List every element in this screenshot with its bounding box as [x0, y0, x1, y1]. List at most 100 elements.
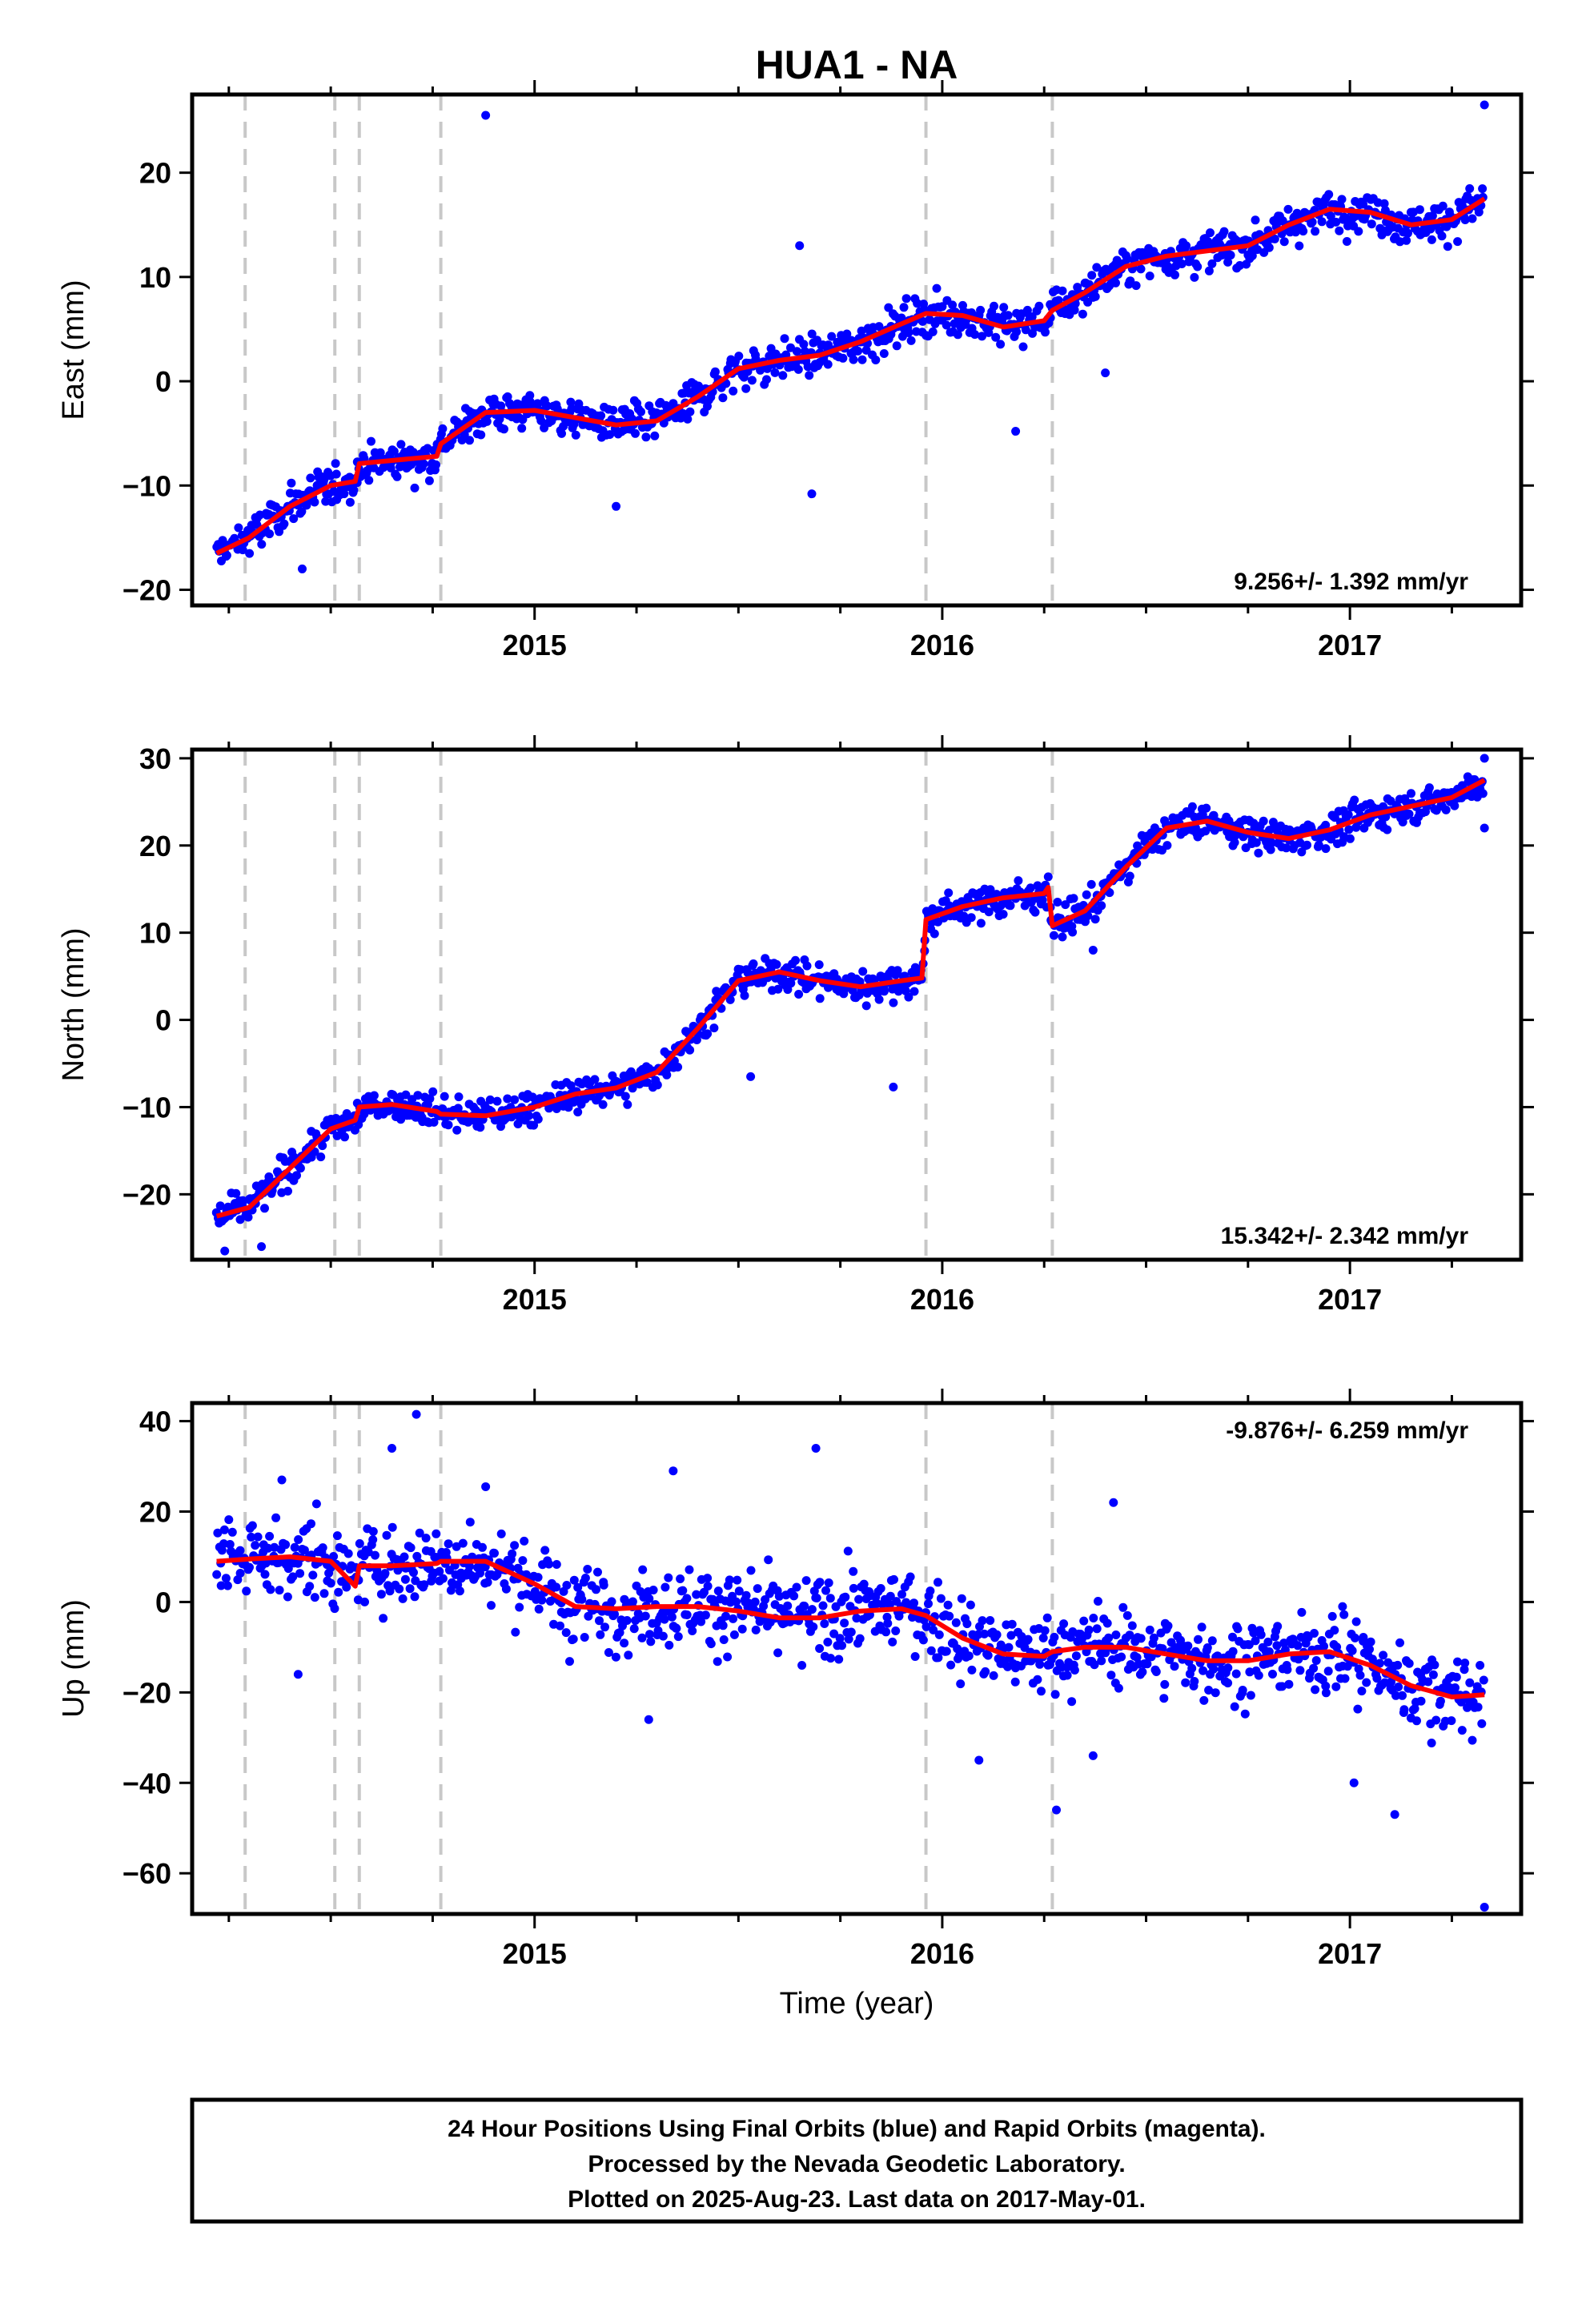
up-point — [718, 1621, 728, 1630]
up-point — [592, 1585, 600, 1594]
east-point — [1215, 239, 1224, 249]
north-point — [794, 990, 804, 999]
east-point — [799, 340, 809, 349]
north-point — [1049, 931, 1058, 940]
up-point — [1460, 1659, 1470, 1668]
north-y-tick-label: 10 — [139, 917, 171, 950]
up-point — [883, 1618, 893, 1628]
up-point — [458, 1538, 468, 1548]
east-point — [218, 536, 227, 545]
up-point — [1228, 1632, 1237, 1642]
up-point — [216, 1581, 226, 1590]
east-point — [465, 436, 474, 445]
east-point — [842, 329, 852, 339]
up-point — [1353, 1704, 1363, 1714]
east-point — [1223, 257, 1233, 267]
up-point — [565, 1657, 574, 1667]
north-point — [1259, 816, 1268, 826]
up-outlier-point — [811, 1443, 821, 1453]
up-point — [600, 1622, 609, 1632]
up-point — [438, 1574, 448, 1583]
east-y-tick-label: 0 — [155, 365, 171, 398]
up-point — [885, 1591, 895, 1601]
up-outlier-point — [481, 1482, 491, 1491]
up-point — [534, 1604, 544, 1614]
up-point — [729, 1630, 739, 1639]
east-point — [482, 416, 492, 426]
east-point — [710, 367, 720, 376]
up-point — [983, 1651, 993, 1660]
up-point — [881, 1627, 891, 1637]
east-point — [438, 424, 448, 433]
north-point — [492, 1096, 502, 1106]
up-point — [733, 1575, 742, 1585]
up-point — [646, 1637, 656, 1647]
east-point — [1207, 259, 1217, 268]
up-point — [1340, 1674, 1350, 1683]
up-point — [812, 1594, 821, 1602]
up-point — [1084, 1625, 1094, 1634]
up-point — [934, 1653, 943, 1663]
up-point — [753, 1584, 762, 1594]
north-frame — [190, 747, 1524, 1262]
up-point — [1351, 1617, 1361, 1626]
north-point — [1014, 876, 1023, 886]
up-point — [962, 1619, 972, 1629]
up-point — [761, 1595, 770, 1604]
east-outlier-point — [481, 111, 491, 120]
up-point — [1394, 1683, 1403, 1691]
up-point — [703, 1582, 713, 1591]
east-point — [1442, 222, 1452, 231]
north-point — [340, 1132, 349, 1142]
north-point — [260, 1204, 269, 1213]
up-point — [247, 1521, 257, 1530]
north-point — [452, 1125, 462, 1135]
up-point — [905, 1572, 915, 1582]
up-point — [263, 1543, 273, 1553]
up-point — [221, 1574, 231, 1583]
east-point — [1251, 215, 1260, 225]
east-point — [1126, 276, 1135, 286]
east-point — [1122, 254, 1132, 263]
up-point — [1372, 1674, 1382, 1683]
up-point — [465, 1562, 474, 1571]
north-point — [855, 977, 865, 987]
north-point — [590, 1075, 600, 1084]
up-point — [1245, 1667, 1255, 1677]
up-point — [909, 1598, 918, 1608]
east-point — [407, 460, 416, 469]
up-point — [1428, 1670, 1438, 1679]
north-point — [316, 1152, 326, 1162]
north-x-tick-label: 2015 — [503, 1283, 567, 1316]
east-point — [319, 475, 329, 485]
up-outlier-point — [1349, 1778, 1359, 1787]
north-point — [1404, 810, 1414, 818]
up-point — [628, 1597, 637, 1606]
up-point — [1106, 1671, 1116, 1680]
up-point — [1132, 1653, 1142, 1663]
east-point — [1206, 228, 1215, 238]
up-point — [942, 1647, 951, 1656]
up-point — [1457, 1726, 1467, 1735]
up-point — [1059, 1619, 1069, 1629]
up-point — [515, 1602, 524, 1612]
up-point — [1197, 1622, 1207, 1632]
up-point — [508, 1549, 517, 1558]
up-point — [395, 1584, 404, 1594]
north-point — [984, 907, 994, 917]
up-point — [1207, 1636, 1217, 1646]
up-point — [318, 1543, 327, 1553]
east-point — [1092, 263, 1102, 272]
east-point — [1219, 227, 1229, 236]
north-point — [243, 1212, 253, 1222]
north-point — [1006, 901, 1015, 911]
east-point — [899, 303, 909, 312]
up-outlier-point — [293, 1670, 303, 1679]
up-point — [844, 1634, 853, 1644]
up-point — [1297, 1607, 1307, 1617]
up-point — [1284, 1679, 1294, 1689]
up-point — [380, 1569, 390, 1578]
east-point — [1331, 217, 1341, 227]
up-point — [818, 1601, 828, 1610]
up-point — [385, 1586, 395, 1596]
